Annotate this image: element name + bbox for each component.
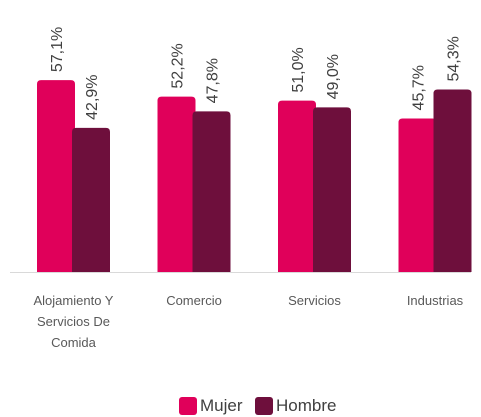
value-label: 52,2% [170,43,187,88]
legend-label: Mujer [200,396,243,415]
bar [398,118,437,272]
x-tick-label: Comercio [166,293,222,308]
bar [157,96,196,272]
x-tick-label: Industrias [406,293,464,308]
value-label: 42,9% [84,74,101,119]
legend-swatch [179,397,197,415]
x-tick-label: Alojamiento Y Servicios De Comida [33,293,114,350]
legend-label: Hombre [276,396,337,415]
bar [433,89,472,272]
x-tick-label: Servicios [288,293,341,308]
value-label: 57,1% [49,27,66,72]
bar [313,107,351,272]
bar [278,100,316,272]
value-label: 54,3% [446,36,463,81]
value-label: 45,7% [411,65,428,110]
bar [37,80,75,272]
bar [192,111,231,272]
value-label: 51,0% [290,47,307,92]
bar [72,127,110,272]
legend-item: Mujer [179,396,243,416]
value-label: 49,0% [325,54,342,99]
legend-item: Hombre [255,396,336,416]
value-label: 47,8% [205,58,222,103]
legend-swatch [255,397,273,415]
